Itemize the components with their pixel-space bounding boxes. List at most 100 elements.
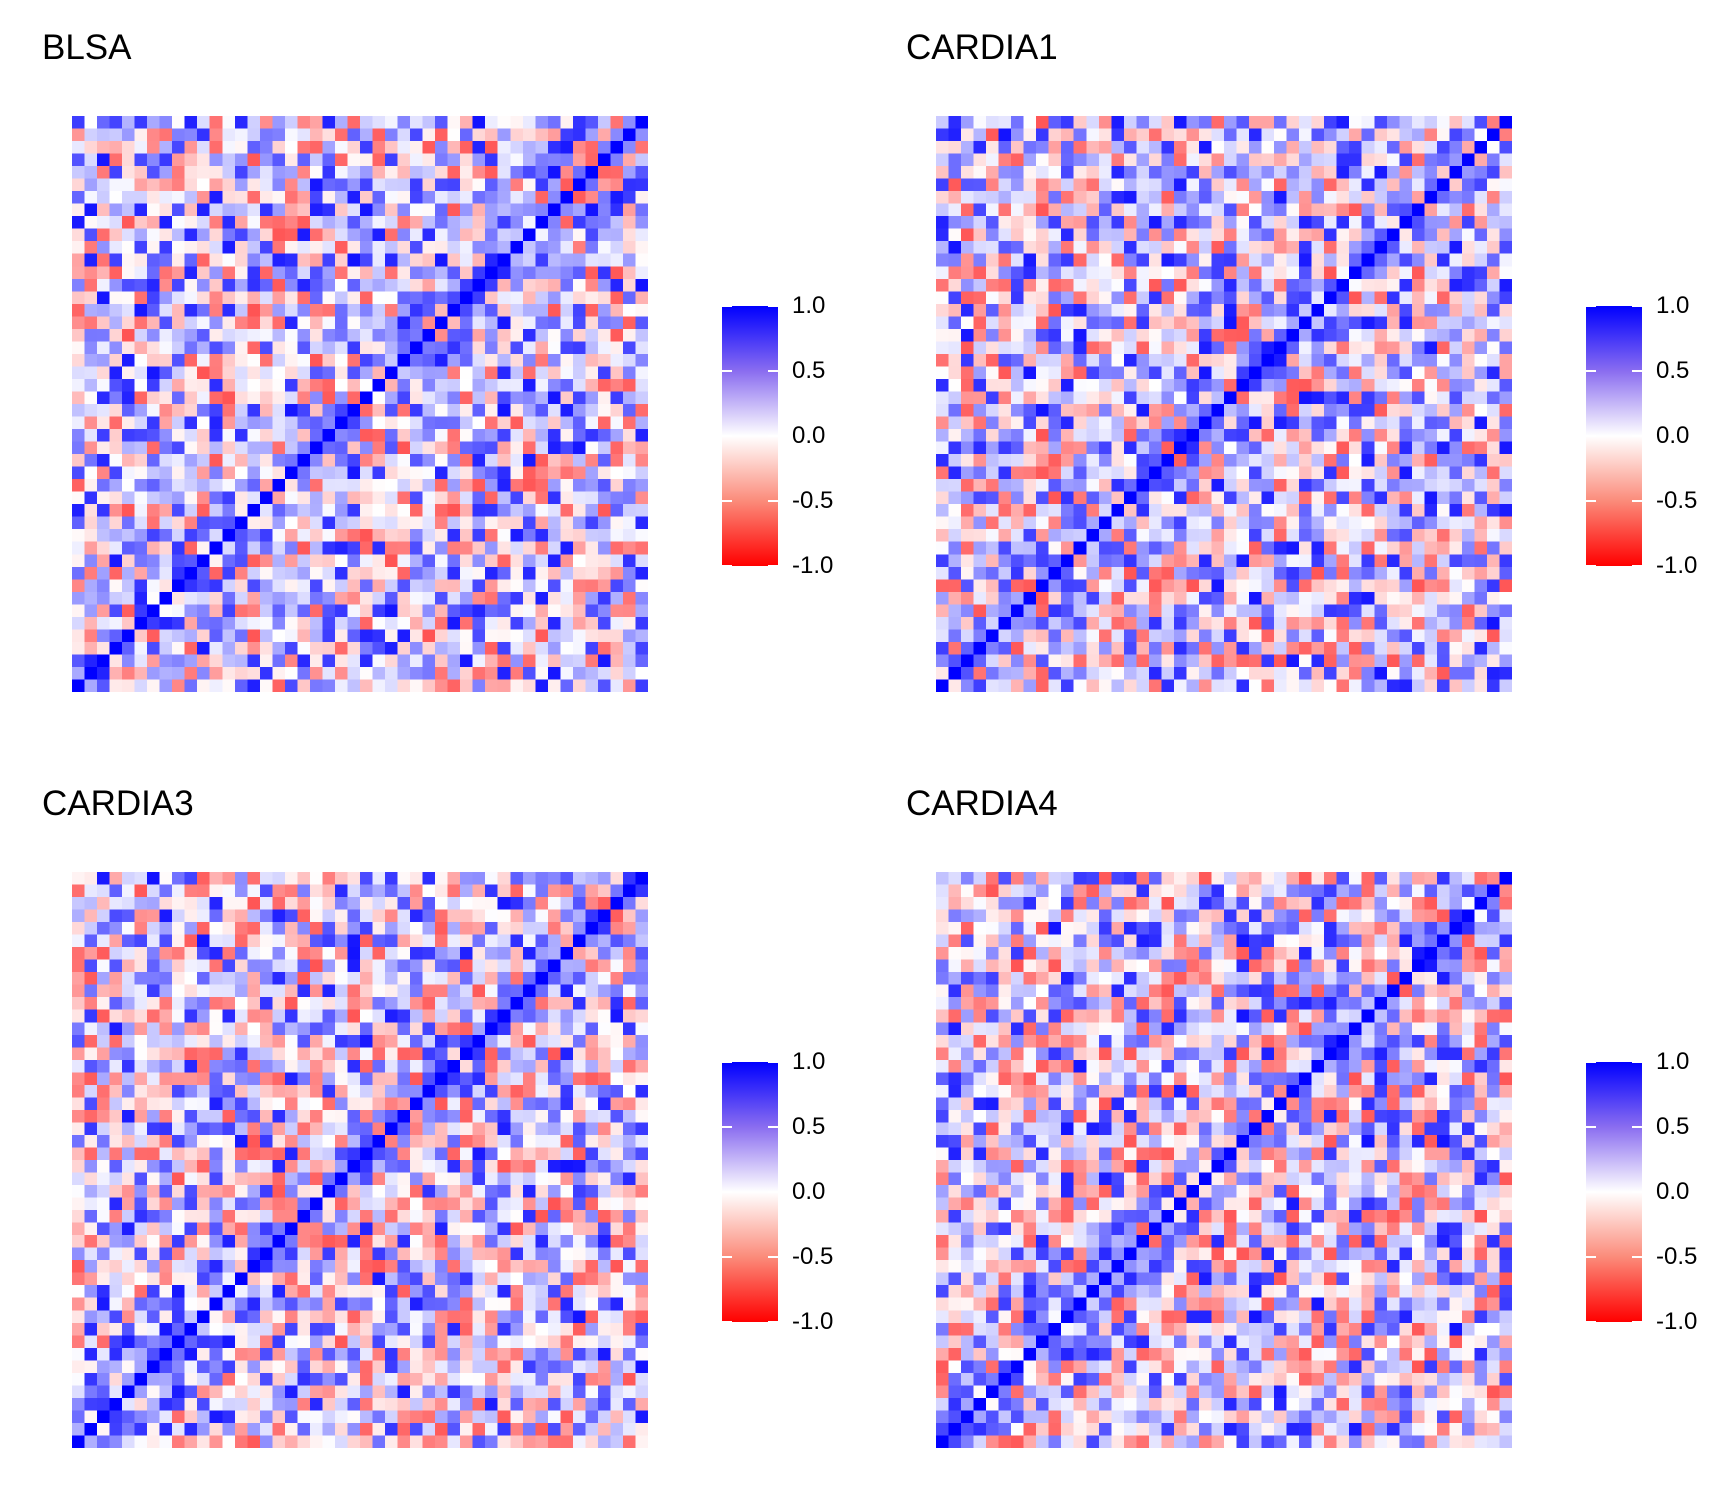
heatmap-cell [360, 604, 374, 618]
heatmap-cell [510, 241, 524, 255]
heatmap-cell [297, 391, 311, 405]
heatmap-cell [635, 491, 648, 505]
heatmap-cell [184, 997, 198, 1011]
heatmap-cell [84, 216, 98, 230]
heatmap-cell [1386, 666, 1400, 680]
heatmap-cell [1474, 316, 1488, 330]
heatmap-cell [1424, 416, 1438, 430]
heatmap-cell [547, 128, 561, 142]
heatmap-cell [1336, 228, 1350, 242]
heatmap-cell [1361, 504, 1375, 518]
heatmap-cell [1261, 529, 1275, 543]
heatmap-cell [973, 278, 987, 292]
heatmap-cell [360, 416, 374, 430]
heatmap-cell [309, 666, 323, 680]
heatmap-cell [1486, 253, 1500, 267]
heatmap-cell [597, 641, 611, 655]
heatmap-cell [485, 178, 499, 192]
heatmap-cell [1374, 178, 1388, 192]
heatmap-cell [422, 616, 436, 630]
heatmap-cell [259, 366, 273, 380]
heatmap-cell [172, 504, 186, 518]
heatmap-cell [1148, 341, 1162, 355]
heatmap-cell [485, 1059, 499, 1073]
heatmap-cell [1299, 566, 1313, 580]
heatmap-cell [272, 654, 286, 668]
heatmap-cell [1336, 128, 1350, 142]
heatmap-cell [1461, 516, 1475, 530]
heatmap-cell [472, 554, 486, 568]
heatmap-cell [1436, 291, 1450, 305]
heatmap-cell [1274, 316, 1288, 330]
heatmap-cell [184, 959, 198, 973]
heatmap-cell [1086, 604, 1100, 618]
heatmap-cell [234, 1047, 248, 1061]
heatmap-cell [347, 191, 361, 205]
heatmap-cell [510, 541, 524, 555]
heatmap-cell [1061, 429, 1075, 443]
heatmap-cell [184, 629, 198, 643]
heatmap-cell [134, 391, 148, 405]
heatmap-cell [485, 959, 499, 973]
heatmap-cell [297, 378, 311, 392]
heatmap-cell [422, 1009, 436, 1023]
heatmap-cell [1361, 554, 1375, 568]
heatmap-cell [1261, 191, 1275, 205]
heatmap-cell [247, 1009, 261, 1023]
heatmap-cell [1123, 479, 1137, 493]
heatmap-cell [522, 984, 536, 998]
heatmap-cell [1336, 541, 1350, 555]
heatmap-cell [147, 203, 161, 217]
heatmap-cell [1324, 378, 1338, 392]
heatmap-cell [297, 216, 311, 230]
heatmap-cell [122, 909, 136, 923]
heatmap-cell [1349, 479, 1363, 493]
heatmap-cell [309, 353, 323, 367]
heatmap-cell [1411, 128, 1425, 142]
heatmap-cell [360, 629, 374, 643]
heatmap-cell [622, 922, 636, 936]
heatmap-cell [272, 341, 286, 355]
heatmap-cell [1499, 378, 1512, 392]
heatmap-cell [209, 997, 223, 1011]
heatmap-cell [1436, 216, 1450, 230]
heatmap-cell [948, 441, 962, 455]
heatmap-cell [435, 554, 449, 568]
heatmap-cell [1061, 341, 1075, 355]
heatmap-cell [998, 641, 1012, 655]
heatmap-cell [622, 591, 636, 605]
heatmap-cell [197, 554, 211, 568]
heatmap-cell [572, 884, 586, 898]
heatmap-cell [247, 404, 261, 418]
heatmap-cell [1148, 604, 1162, 618]
heatmap-cell [422, 378, 436, 392]
heatmap-cell [97, 566, 111, 580]
heatmap-cell [385, 141, 399, 155]
heatmap-cell [1061, 178, 1075, 192]
heatmap-cell [435, 216, 449, 230]
heatmap-cell [422, 872, 436, 886]
heatmap-cell [1136, 629, 1150, 643]
heatmap-cell [1186, 654, 1200, 668]
heatmap-cell [84, 303, 98, 317]
heatmap-cell [1399, 378, 1413, 392]
heatmap-cell [1186, 291, 1200, 305]
heatmap-cell [1499, 116, 1512, 130]
heatmap-cell [1299, 591, 1313, 605]
heatmap-cell [1123, 141, 1137, 155]
heatmap-cell [1186, 341, 1200, 355]
heatmap-cell [97, 429, 111, 443]
heatmap-cell [472, 141, 486, 155]
heatmap-cell [948, 266, 962, 280]
heatmap-cell [1461, 241, 1475, 255]
heatmap-cell [109, 303, 123, 317]
heatmap-cell [485, 441, 499, 455]
heatmap-cell [284, 241, 298, 255]
heatmap-cell [522, 529, 536, 543]
heatmap-cell [184, 1034, 198, 1048]
heatmap-cell [334, 566, 348, 580]
heatmap-cell [372, 972, 386, 986]
heatmap-cell [272, 897, 286, 911]
heatmap-cell [1023, 566, 1037, 580]
heatmap-cell [234, 541, 248, 555]
